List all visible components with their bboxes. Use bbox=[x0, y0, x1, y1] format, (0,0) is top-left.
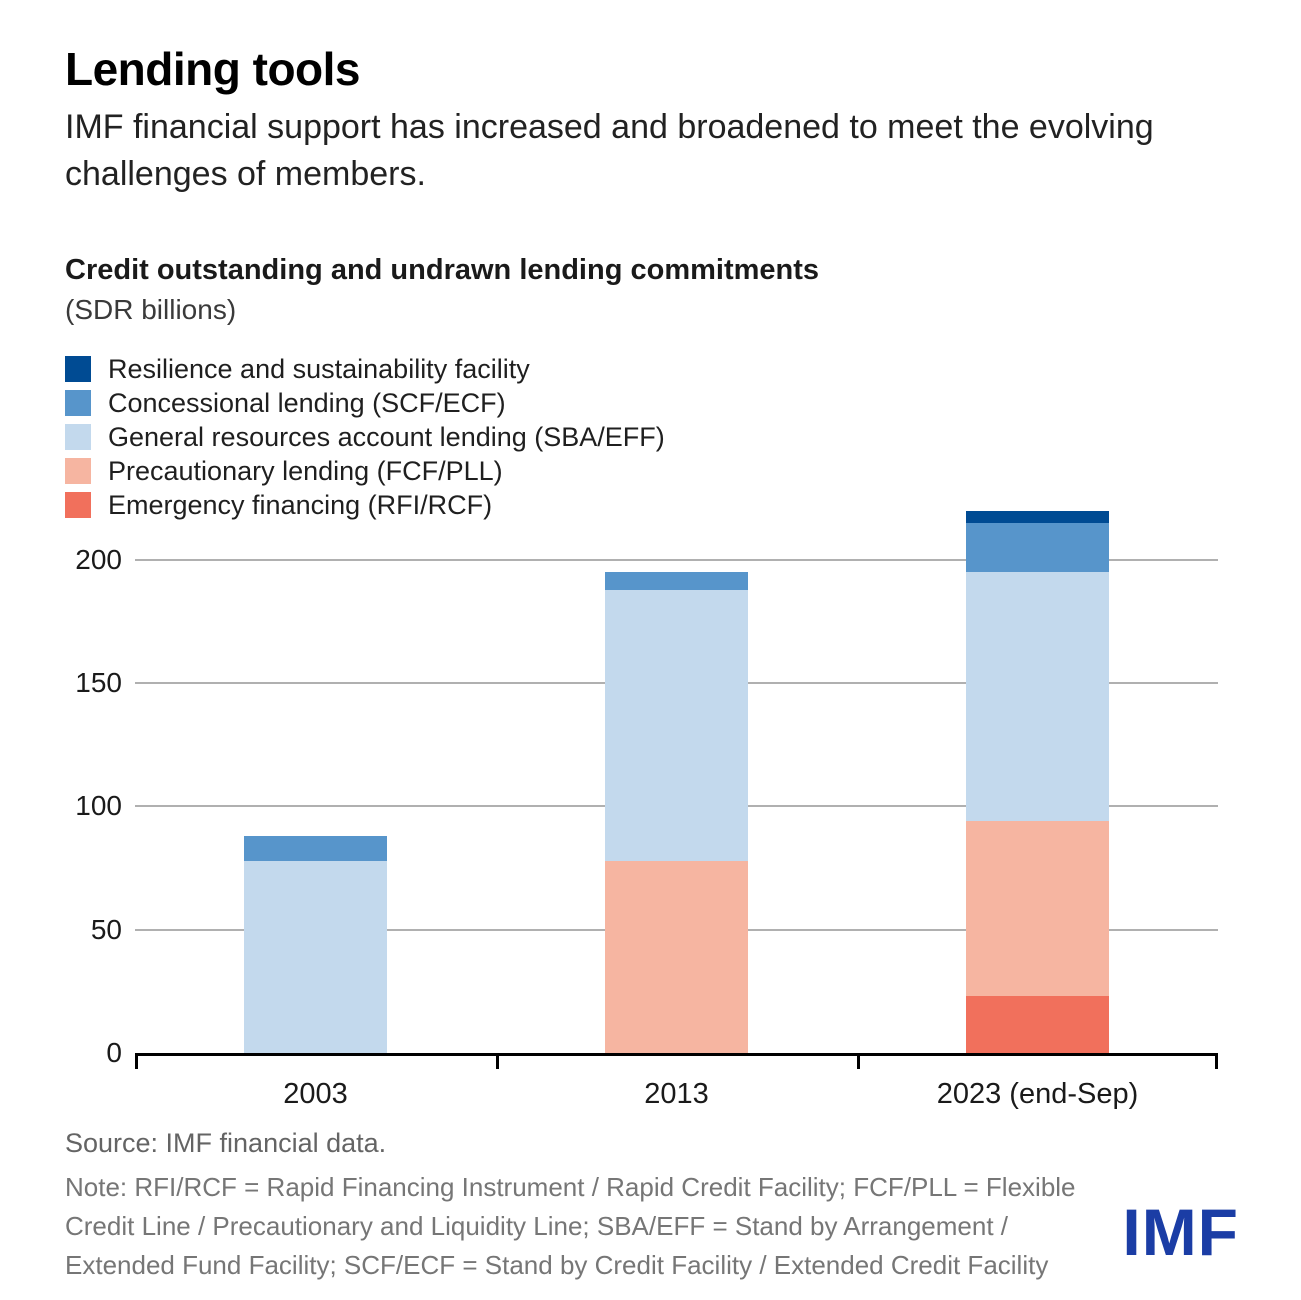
legend-item: General resources account lending (SBA/E… bbox=[65, 420, 665, 454]
legend-label: General resources account lending (SBA/E… bbox=[108, 421, 665, 452]
bar-2023 (end-Sep) bbox=[966, 510, 1109, 1053]
y-tick-label-0: 0 bbox=[106, 1037, 122, 1068]
x-axis-tick bbox=[857, 1054, 860, 1069]
x-axis-tick bbox=[135, 1054, 138, 1069]
x-label-2003: 2003 bbox=[283, 1078, 348, 1110]
legend-item: Emergency financing (RFI/RCF) bbox=[65, 488, 665, 522]
x-label-2023 (end-Sep): 2023 (end-Sep) bbox=[936, 1078, 1139, 1110]
legend-swatch-icon bbox=[65, 356, 91, 382]
bar-segment bbox=[244, 836, 387, 861]
bar-segment bbox=[966, 572, 1109, 822]
page-subtitle: IMF financial support has increased and … bbox=[65, 108, 1154, 193]
y-tick-label-100: 100 bbox=[75, 790, 122, 822]
note-text: Note: RFI/RCF = Rapid Financing Instrume… bbox=[65, 1172, 1076, 1280]
chart-units: (SDR billions) bbox=[65, 294, 237, 325]
imf-logo: IMF bbox=[1122, 1195, 1239, 1269]
legend-label: Concessional lending (SCF/ECF) bbox=[108, 387, 506, 418]
bar-2003 bbox=[244, 836, 387, 1053]
chart-legend: Resilience and sustainability facility Co… bbox=[65, 352, 665, 522]
chart-heading: Credit outstanding and undrawn lending c… bbox=[65, 254, 820, 286]
bar-segment bbox=[966, 523, 1109, 573]
legend-item: Concessional lending (SCF/ECF) bbox=[65, 386, 665, 420]
y-tick-label-150: 150 bbox=[75, 667, 122, 699]
gridline-200 bbox=[135, 558, 1218, 561]
bar-segment bbox=[966, 510, 1109, 523]
legend-swatch-icon bbox=[65, 424, 91, 450]
legend-swatch-icon bbox=[65, 492, 91, 518]
source-text: Source: IMF financial data. bbox=[65, 1128, 387, 1158]
bar-segment bbox=[966, 996, 1109, 1053]
x-label-2013: 2013 bbox=[644, 1078, 709, 1110]
x-axis-labels: 2003 2013 2023 (end-Sep) bbox=[135, 1078, 1218, 1118]
x-axis-tick bbox=[496, 1054, 499, 1069]
legend-item: Precautionary lending (FCF/PLL) bbox=[65, 454, 665, 488]
page-title: Lending tools bbox=[65, 43, 361, 95]
bar-segment bbox=[605, 860, 748, 1053]
legend-item: Resilience and sustainability facility bbox=[65, 352, 665, 386]
bar-segment bbox=[605, 572, 748, 590]
bar-segment bbox=[244, 860, 387, 1053]
bar-segment bbox=[966, 821, 1109, 997]
legend-swatch-icon bbox=[65, 458, 91, 484]
bar-2013 bbox=[605, 572, 748, 1053]
plot-area: 0 50 100 150 200 bbox=[75, 486, 1218, 1069]
legend-label: Emergency financing (RFI/RCF) bbox=[108, 489, 493, 520]
bar-segment bbox=[605, 589, 748, 861]
x-axis-line bbox=[135, 1053, 1218, 1056]
legend-label: Resilience and sustainability facility bbox=[108, 353, 530, 384]
x-axis-tick bbox=[1215, 1054, 1218, 1069]
y-tick-label-200: 200 bbox=[75, 543, 122, 575]
legend-label: Precautionary lending (FCF/PLL) bbox=[108, 455, 503, 486]
legend-swatch-icon bbox=[65, 390, 91, 416]
y-tick-label-50: 50 bbox=[90, 913, 122, 945]
